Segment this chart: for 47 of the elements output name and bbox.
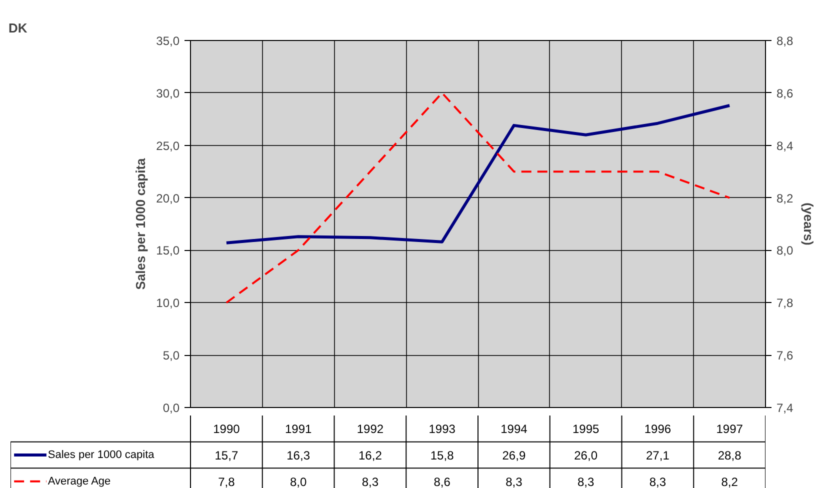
x-tick-label: 1992 (356, 422, 384, 436)
y2-tick-label: 8,0 (776, 244, 794, 258)
y-tick-label: 35,0 (156, 34, 180, 48)
y-tick-label: 15,0 (156, 244, 180, 258)
data-label: 15,8 (430, 448, 454, 462)
data-label: 26,9 (502, 448, 526, 462)
text: DK (8, 20, 28, 36)
x-tick-label: 1991 (284, 422, 312, 436)
data-label: 8,2 (721, 474, 738, 488)
y-tick-label: 10,0 (156, 296, 180, 310)
data-label: 27,1 (646, 448, 670, 462)
data-label: 8,0 (290, 474, 307, 488)
legend-label: Sales per 1000 capita (48, 449, 156, 461)
x-tick-label: 1990 (213, 422, 240, 436)
x-tick-label: 1993 (428, 422, 456, 436)
y2-tick-label: 8,4 (776, 138, 794, 153)
y-tick-label: 30,0 (156, 86, 180, 100)
line-series (224, 104, 732, 244)
y2-tick-label: 8,6 (776, 86, 794, 100)
data-label: 8,3 (577, 474, 594, 488)
data-label: 8,3 (362, 474, 379, 488)
data-label: 7,8 (218, 474, 236, 488)
y2-axis-title: (years) (801, 202, 816, 246)
y2-tick-label: 8,8 (776, 34, 794, 48)
y-tick-label: 5,0 (162, 348, 180, 363)
data-label: 15,7 (214, 448, 238, 462)
y-tick-label: 0,0 (162, 401, 180, 415)
x-tick-label: 1997 (716, 422, 744, 436)
y2-tick-label: 7,6 (776, 348, 794, 363)
line-series (225, 92, 731, 304)
data-label: 26,0 (574, 448, 598, 462)
y-axis-title: Sales per 1000 capita (133, 157, 148, 290)
data-label: 8,3 (506, 474, 523, 488)
legend-label: Average Age (48, 475, 111, 488)
y-tick-label: 20,0 (156, 191, 180, 206)
data-label: 8,3 (649, 474, 666, 488)
x-tick-label: 1994 (500, 422, 528, 436)
data-label: 28,8 (718, 448, 742, 462)
y2-tick-label: 7,8 (776, 296, 794, 310)
data-label: 16,2 (358, 448, 382, 462)
x-tick-label: 1995 (572, 422, 600, 436)
data-label: 8,6 (434, 474, 451, 488)
y2-tick-label: 8,2 (776, 191, 794, 206)
y2-tick-label: 7,4 (776, 401, 794, 415)
y-tick-label: 25,0 (156, 138, 180, 153)
data-label: 16,3 (286, 448, 310, 462)
x-tick-label: 1996 (644, 422, 672, 436)
